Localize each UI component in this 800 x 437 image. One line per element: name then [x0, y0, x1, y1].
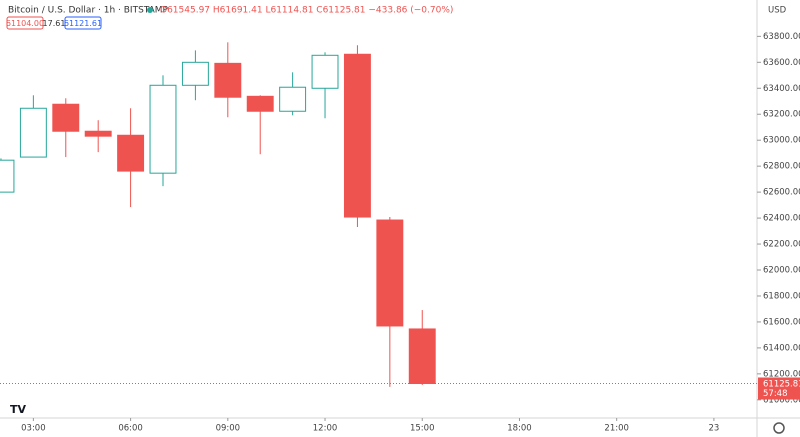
x-tick-label: 18:00	[507, 424, 532, 434]
candle-body	[376, 219, 404, 327]
y-tick-label: 62400.00	[763, 214, 800, 224]
candle-body	[408, 328, 436, 384]
candle-body	[19, 107, 47, 158]
y-tick-label: 61200.00	[763, 369, 800, 379]
status-dot	[147, 7, 153, 13]
last-price-box	[758, 377, 800, 400]
ask-price: 61121.61	[64, 19, 102, 28]
y-tick-label: 62000.00	[763, 266, 800, 276]
candle-body	[52, 103, 80, 132]
x-tick-label: 09:00	[216, 424, 241, 434]
ask-box	[64, 16, 102, 30]
candle-body	[149, 84, 177, 174]
y-tick-label: 63000.00	[763, 136, 800, 146]
y-tick-label: 63800.00	[763, 32, 800, 42]
spread: 17.61	[43, 19, 66, 28]
x-tick-label: 15:00	[410, 424, 435, 434]
currency-label: USD	[768, 6, 787, 16]
x-tick-label: 03:00	[21, 424, 46, 434]
chart-title: Bitcoin / U.S. Dollar · 1h · BITSTAMP	[8, 6, 169, 16]
svg-text:TV: TV	[10, 403, 27, 416]
y-tick-label: 62800.00	[763, 162, 800, 172]
x-tick-label: 23	[708, 424, 719, 434]
currency-box	[760, 3, 796, 16]
y-tick-label: 61400.00	[763, 343, 800, 353]
y-tick-label: 61600.00	[763, 317, 800, 327]
y-tick-label: 63200.00	[763, 110, 800, 120]
y-tick-label: 61000.00	[763, 395, 800, 405]
x-tick-label: 12:00	[313, 424, 338, 434]
candle-body	[246, 95, 274, 112]
candle-body	[311, 54, 339, 89]
y-tick-label: 63600.00	[763, 58, 800, 68]
countdown-label: 57:48	[763, 389, 788, 399]
plot	[0, 42, 436, 387]
candle-body	[181, 61, 209, 86]
y-tick-label: 62600.00	[763, 188, 800, 198]
bid-price: 61104.00	[6, 19, 44, 28]
y-tick-label: 63400.00	[763, 84, 800, 94]
x-tick-label: 06:00	[118, 424, 143, 434]
candle-body	[117, 134, 145, 172]
logo: TV	[10, 403, 27, 416]
candle-body	[214, 62, 242, 98]
settings-icon[interactable]	[773, 422, 785, 434]
y-tick-label: 62200.00	[763, 240, 800, 250]
last-price-label: 61125.81	[763, 379, 800, 389]
candle-body	[84, 130, 112, 137]
candle-body	[0, 159, 15, 193]
x-tick-label: 21:00	[604, 424, 629, 434]
bid-box	[6, 16, 44, 30]
candle-body	[279, 86, 307, 112]
ohlc-legend: O61545.97 H61691.41 L61114.81 C61125.81 …	[160, 6, 453, 16]
candle-body	[343, 53, 371, 218]
y-tick-label: 61800.00	[763, 291, 800, 301]
